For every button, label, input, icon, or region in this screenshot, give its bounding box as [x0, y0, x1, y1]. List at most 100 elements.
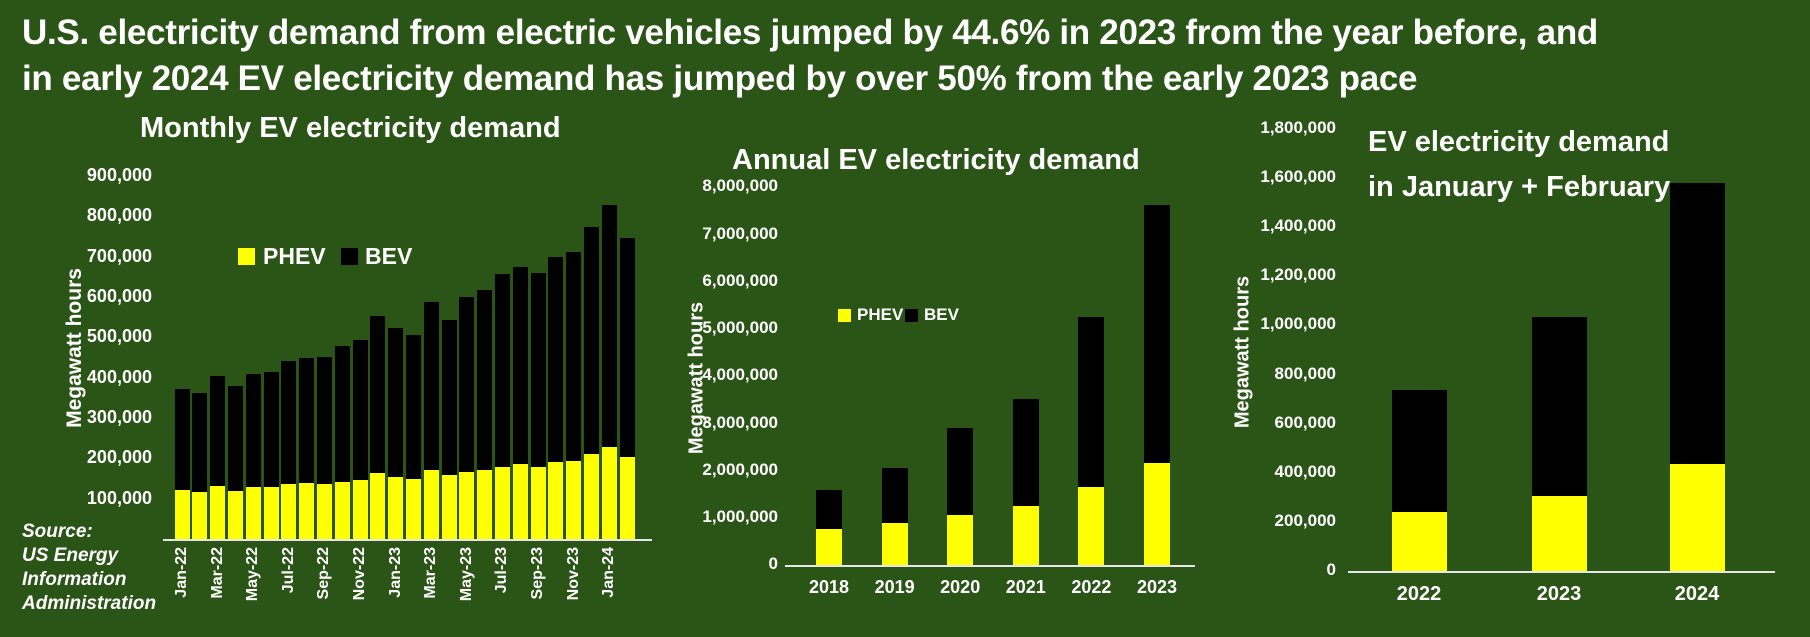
x-tick-label: Sep-22 [315, 547, 333, 600]
bar-segment-bev [1144, 204, 1170, 463]
bar-segment-phev [512, 464, 528, 539]
bar-segment-bev [263, 371, 279, 488]
bar-segment-phev [548, 461, 564, 539]
x-tick-label: 2023 [1536, 583, 1582, 605]
y-tick-label: 2,000,000 [702, 459, 778, 479]
monthly-legend-phev-label: PHEV [263, 243, 326, 269]
headline: U.S. electricity demand from electric ve… [22, 10, 1598, 102]
bar-segment-bev [227, 386, 243, 492]
bar-segment-bev [316, 357, 332, 484]
bar-segment-bev [530, 273, 546, 467]
bar-segment-phev [881, 523, 908, 565]
x-tick-label: Nov-22 [351, 547, 369, 601]
bar-segment-bev [548, 256, 564, 462]
x-tick-label: Nov-23 [564, 547, 582, 601]
janfeb-y-axis-label: Megawatt hours [1231, 275, 1254, 429]
bar-segment-bev [423, 301, 439, 471]
x-axis-line [785, 565, 1195, 567]
y-tick-label: 1,400,000 [1260, 216, 1336, 236]
bar-segment-phev [263, 487, 279, 539]
y-tick-label: 3,000,000 [702, 412, 778, 432]
bar-segment-phev [192, 491, 208, 539]
y-tick-label: 100,000 [86, 487, 152, 508]
x-tick-label: May-22 [244, 547, 262, 602]
bar-segment-bev [1012, 398, 1039, 507]
bar-segment-phev [619, 456, 635, 539]
x-tick-label: Mar-22 [208, 547, 226, 599]
monthly-legend-phev-swatch [238, 248, 255, 265]
y-tick-label: 300,000 [86, 406, 152, 427]
x-tick-label: Sep-23 [529, 547, 547, 600]
y-tick-label: 1,800,000 [1260, 117, 1336, 137]
bar-segment-bev [619, 238, 635, 457]
bar-segment-bev [405, 335, 421, 480]
bar-segment-phev [583, 453, 599, 539]
bar-segment-bev [512, 267, 528, 465]
bar-segment-bev [352, 339, 368, 481]
x-tick-label: Jan-23 [386, 547, 404, 598]
bar-segment-phev [227, 491, 243, 539]
bar-segment-phev [1531, 496, 1587, 571]
x-tick-label: 2022 [1396, 583, 1442, 605]
bar-segment-bev [947, 428, 974, 516]
bar-segment-bev [1531, 317, 1587, 497]
bar-segment-bev [370, 315, 386, 473]
bar-segment-phev [405, 479, 421, 539]
bar-segment-phev [423, 470, 439, 539]
bar-segment-phev [1669, 463, 1725, 571]
bar-segment-phev [370, 472, 386, 539]
source-line-4: Administration [22, 593, 157, 614]
headline-line-2: in early 2024 EV electricity demand has … [22, 59, 1418, 98]
bar-segment-phev [601, 446, 617, 539]
x-axis-line [1348, 571, 1775, 573]
y-tick-label: 600,000 [1274, 412, 1336, 432]
bar-segment-phev [816, 528, 842, 565]
y-tick-label: 0 [768, 554, 778, 574]
headline-line-1: U.S. electricity demand from electric ve… [22, 13, 1598, 52]
x-tick-label: 2018 [808, 577, 850, 597]
bar-segment-phev [1078, 487, 1105, 565]
bar-segment-phev [530, 466, 546, 539]
y-tick-label: 1,600,000 [1260, 166, 1336, 186]
monthly-legend-bev-label: BEV [365, 243, 413, 269]
x-tick-label: May-23 [457, 547, 475, 602]
bar-segment-bev [459, 297, 475, 472]
x-tick-label: 2019 [874, 577, 915, 597]
y-tick-label: 600,000 [86, 286, 152, 307]
y-tick-label: 400,000 [1274, 462, 1336, 482]
bar-segment-bev [245, 373, 261, 488]
x-tick-label: Mar-23 [422, 547, 440, 599]
bar-segment-bev [881, 467, 908, 524]
bar-segment-bev [299, 358, 315, 484]
bar-segment-phev [1144, 462, 1170, 565]
y-tick-label: 200,000 [1274, 511, 1336, 531]
x-tick-label: 2024 [1674, 583, 1720, 605]
x-tick-label: Jul-23 [493, 547, 511, 594]
x-tick-label: 2021 [1005, 577, 1046, 597]
bar-segment-bev [1078, 317, 1105, 488]
y-tick-label: 800,000 [86, 205, 152, 226]
annual-legend-phev-swatch [838, 309, 851, 322]
monthly-legend-bev-swatch [341, 248, 358, 265]
bar-segment-phev [566, 461, 582, 539]
y-tick-label: 7,000,000 [702, 223, 778, 243]
bar-segment-phev [1391, 511, 1447, 571]
y-tick-label: 400,000 [86, 366, 152, 387]
bar-segment-phev [334, 481, 350, 539]
annual-legend-bev-label: BEV [924, 305, 959, 324]
bar-segment-bev [210, 375, 226, 487]
bar-segment-bev [477, 289, 493, 471]
source-line-1: Source: [22, 521, 93, 542]
bar-segment-bev [816, 490, 842, 529]
x-tick-label: Jan-22 [173, 547, 191, 598]
bar-segment-bev [583, 226, 599, 454]
bar-segment-phev [316, 483, 332, 539]
y-tick-label: 5,000,000 [702, 318, 778, 338]
y-tick-label: 0 [1326, 560, 1336, 580]
bar-segment-phev [459, 471, 475, 539]
x-tick-label: 2022 [1071, 577, 1112, 597]
bar-segment-bev [494, 274, 510, 467]
bar-segment-phev [388, 476, 404, 539]
bar-segment-bev [566, 252, 582, 462]
